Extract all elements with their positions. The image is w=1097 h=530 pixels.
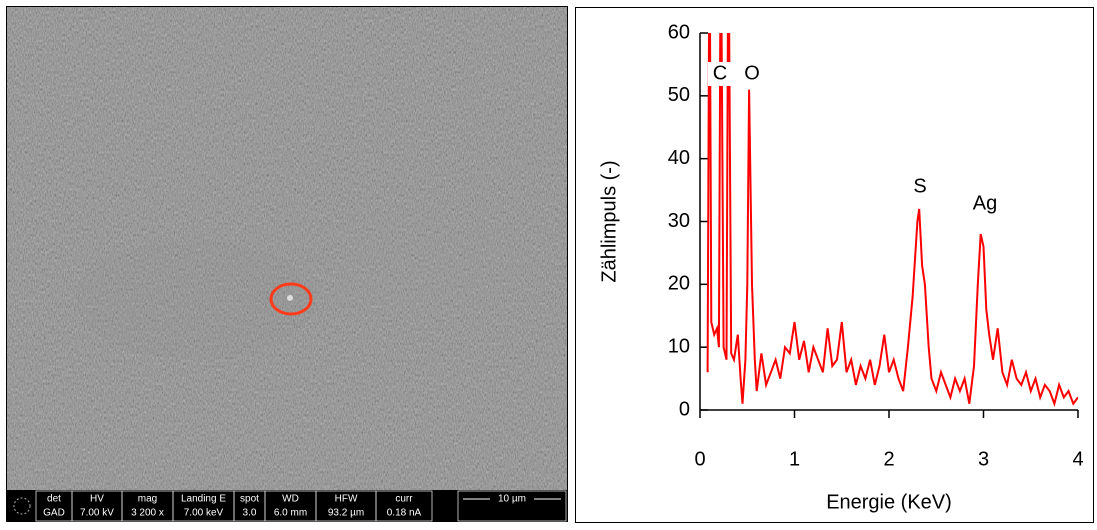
annotation: S <box>913 175 926 197</box>
x-tick-label: 4 <box>1072 448 1083 470</box>
x-tick-label: 1 <box>789 448 800 470</box>
info-value: 3.0 <box>243 508 257 519</box>
annotation: O <box>744 62 760 84</box>
info-bar-bg <box>7 490 567 522</box>
sem-image <box>7 7 567 490</box>
info-header: HFW <box>335 494 358 505</box>
scale-label: 10 µm <box>498 494 526 505</box>
annotation-bg <box>973 192 997 216</box>
annotation: C <box>713 62 727 84</box>
y-tick-label: 60 <box>668 21 690 43</box>
info-header: WD <box>282 494 299 505</box>
y-tick-label: 0 <box>679 398 690 420</box>
info-bar: det GAD HV 7.00 kV mag 3 200 x Landing E 7.00 k… <box>7 490 567 522</box>
y-tick-label: 10 <box>668 335 690 357</box>
info-header: HV <box>90 494 104 505</box>
info-header: curr <box>395 494 413 505</box>
sem-panel: det GAD HV 7.00 kV mag 3 200 x Landing E 7.00 k… <box>6 6 568 522</box>
info-value: 7.00 kV <box>80 508 114 519</box>
scale-cell <box>457 490 567 522</box>
y-tick-label: 50 <box>668 84 690 106</box>
annotation-bg <box>708 62 732 86</box>
particle <box>287 295 293 301</box>
info-value: 7.00 keV <box>184 508 224 519</box>
info-header: spot <box>240 494 259 505</box>
x-axis-label: Energie (KeV) <box>826 491 952 513</box>
chart-panel: 0 10 20 30 40 50 60 0 1 2 3 4 Energie (KeV) Zählimpul… <box>575 7 1094 523</box>
info-value: GAD <box>43 508 65 519</box>
spectrum-line <box>706 33 1078 408</box>
info-value: 93.2 µm <box>328 508 364 519</box>
info-value: 0.18 nA <box>387 508 422 519</box>
chart-frame <box>575 7 1094 523</box>
info-cell <box>375 490 433 522</box>
info-value: 6.0 mm <box>274 508 307 519</box>
info-header: Landing E <box>181 494 226 505</box>
annotation-bg <box>908 175 932 199</box>
logo <box>13 497 31 515</box>
annotation: Ag <box>973 192 997 214</box>
x-tick-label: 0 <box>694 448 705 470</box>
info-value: 3 200 x <box>131 508 164 519</box>
highlight-circle <box>269 282 313 316</box>
annotation-bg <box>740 62 764 86</box>
info-header: det <box>47 494 61 505</box>
sem-texture <box>75 240 315 360</box>
y-axis-label: Zählimpuls (-) <box>598 160 620 282</box>
x-tick-label: 2 <box>883 448 894 470</box>
y-tick-label: 30 <box>668 210 690 232</box>
y-tick-label: 20 <box>668 273 690 295</box>
info-header: mag <box>138 494 157 505</box>
y-tick-label: 40 <box>668 147 690 169</box>
x-tick-label: 3 <box>978 448 989 470</box>
sem-texture <box>240 210 540 310</box>
